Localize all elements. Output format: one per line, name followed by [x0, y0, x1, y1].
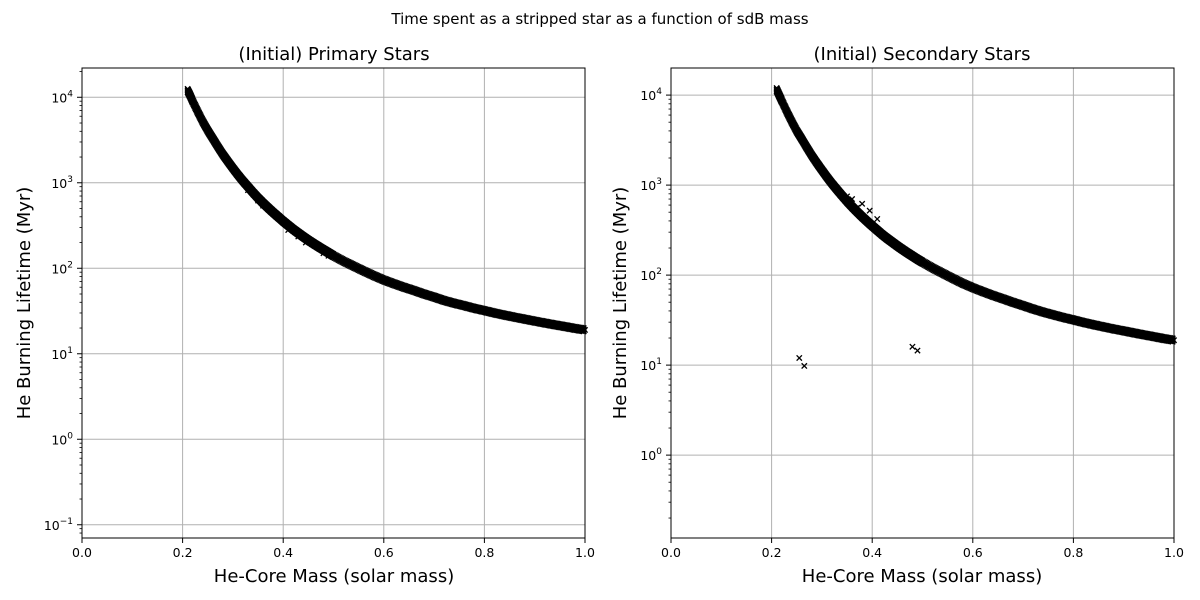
data-point [259, 202, 267, 209]
y-tick-label: 100 [51, 431, 73, 447]
data-point [275, 214, 282, 221]
x-axis-label: He-Core Mass (solar mass) [214, 566, 454, 587]
y-axis-label: He Burning Lifetime (Myr) [610, 187, 631, 420]
y-tick-label: 104 [51, 89, 73, 105]
x-tick-label: 0.2 [762, 545, 782, 560]
data-point [302, 239, 309, 246]
x-tick-label: 0.8 [1063, 545, 1083, 560]
data-point [335, 255, 342, 262]
data-point [254, 197, 262, 204]
x-tick-label: 1.0 [1164, 545, 1184, 560]
panel-primary-stars: (Initial) Primary Stars 0.0 0.2 0.4 0.6 0.8 1… [14, 44, 595, 587]
data-point [285, 226, 292, 234]
y-axis-label: He Burning Lifetime (Myr) [14, 187, 35, 420]
figure-suptitle: Time spent as a stripped star as a funct… [390, 10, 808, 28]
data-point [244, 187, 252, 194]
x-tick-label: 0.2 [173, 545, 193, 560]
panel-title: (Initial) Primary Stars [238, 44, 429, 65]
data-point [295, 233, 302, 240]
x-axis-label: He-Core Mass (solar mass) [802, 566, 1042, 587]
x-tick-label: 1.0 [575, 545, 595, 560]
y-tick-label: 10−1 [44, 517, 73, 533]
x-tick-label: 0.4 [862, 545, 882, 560]
data-points [184, 85, 589, 335]
y-tick-label: 101 [51, 346, 73, 362]
y-tick-label: 103 [51, 175, 73, 191]
data-point [320, 250, 327, 257]
data-points [773, 84, 1178, 370]
x-tick-label: 0.4 [273, 545, 293, 560]
x-tick-label: 0.6 [963, 545, 983, 560]
x-tick-label: 0.0 [661, 545, 681, 560]
x-tick-label: 0.8 [474, 545, 494, 560]
axis-ticks: 0.0 0.2 0.4 0.6 0.8 1.0 10−1 100 101 102 103 104 [44, 71, 595, 560]
y-tick-label: 102 [51, 260, 73, 276]
panel-secondary-stars: (Initial) Secondary Stars 0.0 0.2 0.4 0.6 0.… [610, 44, 1184, 587]
data-point [310, 240, 317, 247]
x-tick-label: 0.0 [72, 545, 92, 560]
x-tick-label: 0.6 [374, 545, 394, 560]
panel-title: (Initial) Secondary Stars [814, 44, 1031, 65]
data-point [325, 252, 332, 259]
axes-frame [81, 67, 586, 539]
